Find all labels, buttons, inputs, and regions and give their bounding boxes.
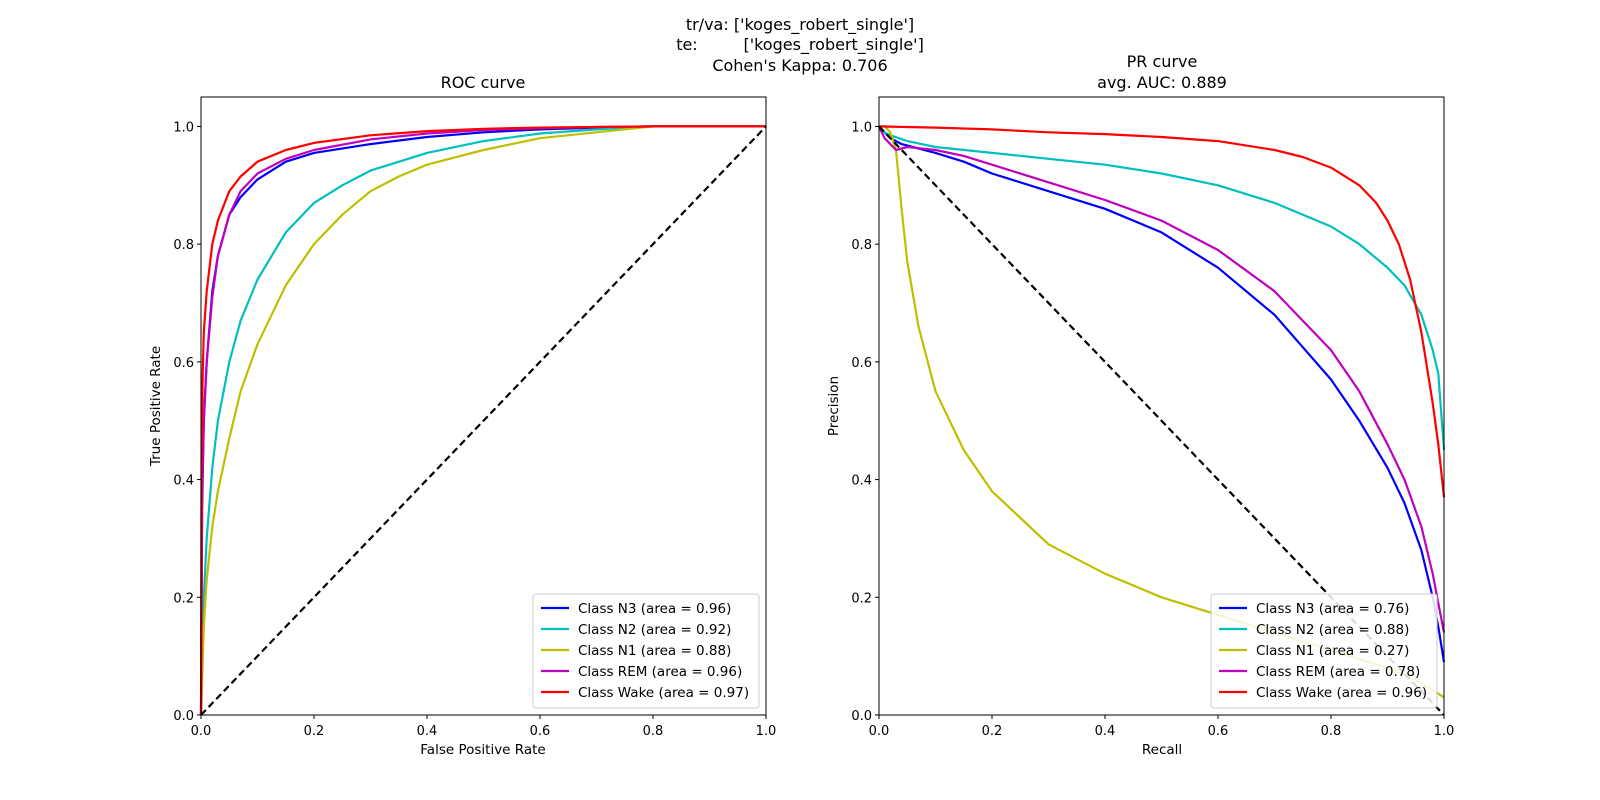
pr-legend-label-2: Class N1 (area = 0.27)	[1256, 643, 1409, 659]
roc-legend-label-3: Class REM (area = 0.96)	[578, 664, 742, 680]
roc-ytick-label-0: 0.0	[173, 709, 194, 724]
roc-legend-label-0: Class N3 (area = 0.96)	[578, 601, 731, 617]
pr-reference-line	[878, 125, 1445, 716]
pr-subtitle: avg. AUC: 0.889	[1097, 73, 1227, 92]
roc-ticks: 0.0 0.2 0.4 0.6 0.8 1.0 0.0 0.2 0.4 0.6 0.8 1.0	[173, 120, 776, 739]
pr-ytick-label-3: 0.6	[851, 356, 872, 371]
pr-legend-label-4: Class Wake (area = 0.96)	[1256, 685, 1427, 701]
pr-xlabel: Recall	[1142, 742, 1182, 758]
roc-xtick-label-0: 0.0	[191, 724, 212, 739]
pr-ylabel: Precision	[826, 376, 842, 436]
roc-panel: ROC curve 0.0 0.2 0.4 0.6 0.8 1.0 0.0 0.2 0.4 0.6…	[148, 73, 776, 758]
roc-series-line-1	[199, 125, 766, 716]
pr-ytick-label-2: 0.4	[851, 474, 872, 489]
pr-legend-label-0: Class N3 (area = 0.76)	[1256, 601, 1409, 617]
roc-reference-line	[200, 125, 767, 716]
suptitle-line-1: tr/va: ['koges_robert_single']	[686, 15, 914, 35]
pr-legend-box	[1210, 593, 1438, 709]
roc-legend-label-1: Class N2 (area = 0.92)	[578, 622, 731, 638]
pr-title: PR curve	[1127, 52, 1198, 71]
roc-xtick-label-3: 0.6	[530, 724, 551, 739]
pr-series-line-0	[878, 125, 1446, 663]
roc-xtick-label-2: 0.4	[417, 724, 438, 739]
pr-series-layer	[878, 125, 1446, 716]
pr-ytick-label-5: 1.0	[851, 120, 872, 135]
roc-ylabel: True Positive Rate	[148, 346, 164, 467]
roc-title: ROC curve	[441, 73, 526, 92]
roc-series-line-2	[199, 125, 766, 716]
roc-ytick-label-3: 0.6	[173, 356, 194, 371]
pr-panel: PR curve avg. AUC: 0.889 0.0 0.2 0.4 0.6 0.8…	[826, 52, 1454, 758]
pr-legend-label-1: Class N2 (area = 0.88)	[1256, 622, 1409, 638]
figure-suptitle: tr/va: ['koges_robert_single'] te: ['kog…	[676, 15, 924, 75]
roc-legend-label-2: Class N1 (area = 0.88)	[578, 643, 731, 659]
pr-xtick-label-1: 0.2	[982, 724, 1003, 739]
roc-legend-label-4: Class Wake (area = 0.97)	[578, 685, 749, 701]
roc-xlabel: False Positive Rate	[420, 742, 545, 758]
pr-series-line-3	[878, 125, 1446, 633]
pr-ticks: 0.0 0.2 0.4 0.6 0.8 1.0 0.0 0.2 0.4 0.6 0.8 1.0	[851, 120, 1454, 739]
pr-xtick-label-2: 0.4	[1095, 724, 1116, 739]
pr-legend: Class N3 (area = 0.76) Class N2 (area = 0…	[1210, 593, 1438, 709]
roc-legend-box	[532, 593, 760, 709]
roc-series-line-4	[199, 125, 766, 716]
pr-ytick-label-0: 0.0	[851, 709, 872, 724]
pr-xtick-label-5: 1.0	[1434, 724, 1455, 739]
roc-ytick-label-5: 1.0	[173, 120, 194, 135]
roc-xtick-label-1: 0.2	[304, 724, 325, 739]
roc-xtick-label-4: 0.8	[643, 724, 664, 739]
suptitle-line-3: Cohen's Kappa: 0.706	[712, 56, 887, 75]
roc-ytick-label-1: 0.2	[173, 591, 194, 606]
pr-series-line-1	[878, 125, 1446, 451]
roc-legend: Class N3 (area = 0.96) Class N2 (area = 0…	[532, 593, 760, 709]
roc-xtick-label-5: 1.0	[756, 724, 777, 739]
pr-xtick-label-4: 0.8	[1321, 724, 1342, 739]
roc-series-layer	[199, 125, 767, 716]
pr-axes-frame	[878, 96, 1445, 716]
roc-ytick-label-4: 0.8	[173, 238, 194, 253]
pr-ytick-label-4: 0.8	[851, 238, 872, 253]
pr-series-line-4	[878, 125, 1446, 498]
roc-ytick-label-2: 0.4	[173, 474, 194, 489]
roc-axes-frame	[200, 96, 767, 716]
pr-legend-label-3: Class REM (area = 0.78)	[1256, 664, 1420, 680]
suptitle-line-2: te: ['koges_robert_single']	[676, 35, 924, 55]
pr-ytick-label-1: 0.2	[851, 591, 872, 606]
pr-xtick-label-0: 0.0	[869, 724, 890, 739]
pr-xtick-label-3: 0.6	[1208, 724, 1229, 739]
